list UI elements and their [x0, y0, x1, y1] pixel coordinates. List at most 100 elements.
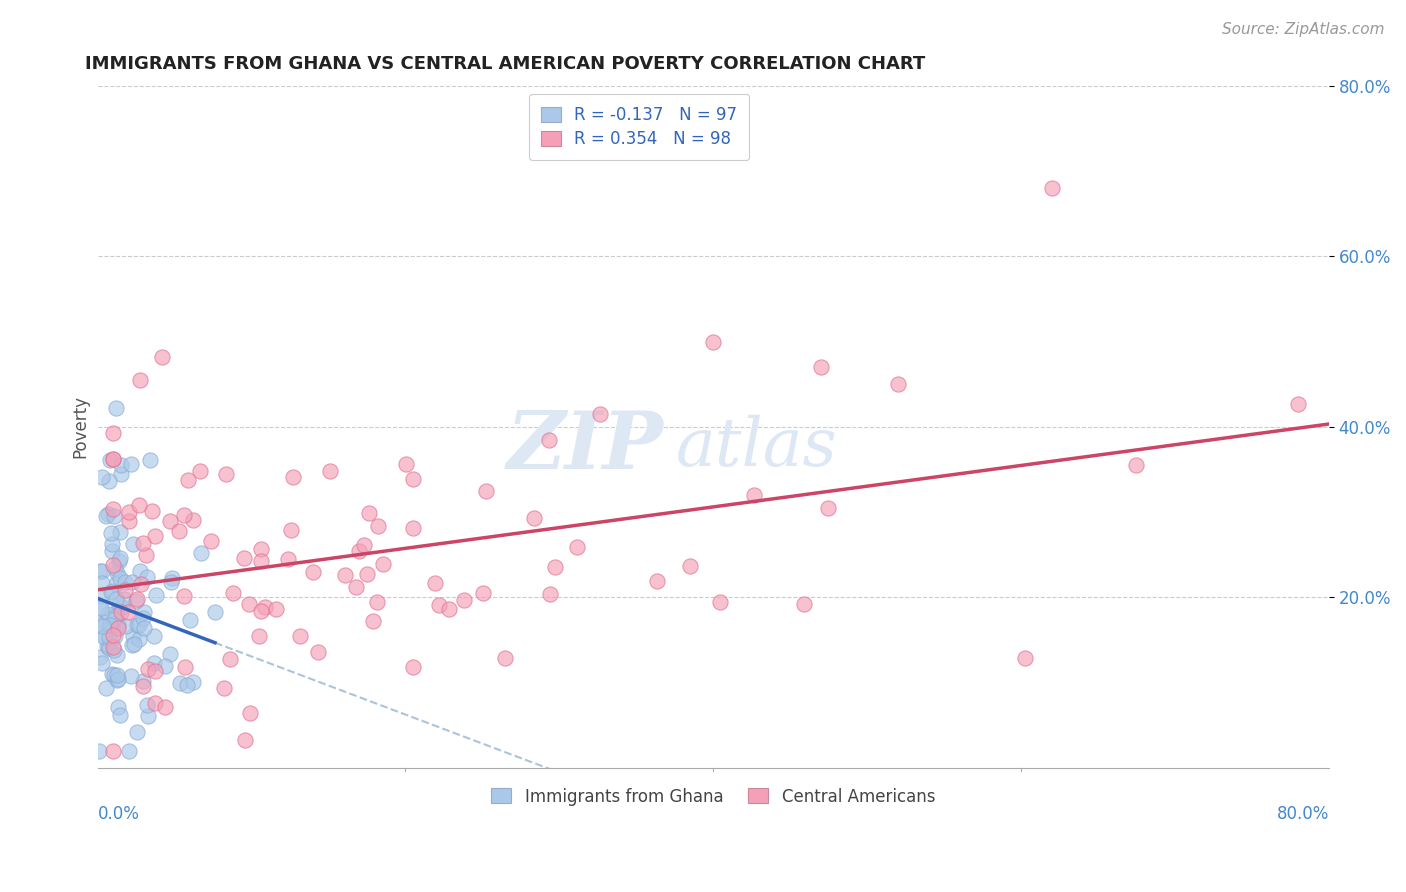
Point — [101, 667, 124, 681]
Point — [167, 524, 190, 538]
Point — [142, 656, 165, 670]
Text: ZIP: ZIP — [508, 409, 664, 486]
Point — [98, 453, 121, 467]
Text: 80.0%: 80.0% — [1277, 805, 1329, 823]
Point — [523, 511, 546, 525]
Point — [176, 678, 198, 692]
Point — [589, 407, 612, 421]
Point — [101, 426, 124, 441]
Point — [117, 744, 139, 758]
Point — [173, 508, 195, 522]
Point — [453, 592, 475, 607]
Point — [120, 457, 142, 471]
Point — [107, 673, 129, 687]
Point — [277, 552, 299, 566]
Point — [107, 621, 129, 635]
Point — [100, 525, 122, 540]
Point — [347, 544, 370, 558]
Point — [280, 523, 302, 537]
Point — [90, 564, 112, 578]
Point — [107, 699, 129, 714]
Point — [215, 467, 238, 482]
Point — [887, 377, 910, 392]
Point — [135, 698, 157, 712]
Point — [129, 576, 152, 591]
Point — [143, 628, 166, 642]
Point — [219, 651, 242, 665]
Point — [108, 554, 131, 568]
Point — [235, 733, 257, 747]
Point — [250, 541, 273, 556]
Point — [105, 673, 128, 687]
Point — [101, 558, 124, 572]
Point — [159, 514, 181, 528]
Point — [97, 630, 120, 644]
Point — [366, 595, 388, 609]
Point — [353, 538, 375, 552]
Point — [544, 559, 567, 574]
Point — [139, 453, 162, 467]
Point — [101, 452, 124, 467]
Point — [567, 540, 589, 554]
Point — [233, 550, 256, 565]
Point — [98, 639, 121, 653]
Point — [188, 464, 211, 478]
Point — [363, 615, 385, 629]
Point — [97, 474, 120, 488]
Point — [190, 546, 212, 560]
Point — [103, 668, 125, 682]
Legend: Immigrants from Ghana, Central Americans: Immigrants from Ghana, Central Americans — [482, 780, 943, 814]
Point — [101, 628, 124, 642]
Point — [101, 744, 124, 758]
Point — [307, 645, 329, 659]
Point — [145, 588, 167, 602]
Point — [253, 600, 276, 615]
Point — [93, 629, 115, 643]
Point — [141, 504, 163, 518]
Point — [108, 598, 131, 612]
Point — [131, 673, 153, 688]
Point — [212, 681, 235, 696]
Point — [169, 676, 191, 690]
Point — [423, 576, 446, 591]
Point — [107, 617, 129, 632]
Y-axis label: Poverty: Poverty — [72, 395, 89, 458]
Point — [97, 641, 120, 656]
Point — [91, 576, 114, 591]
Point — [357, 506, 380, 520]
Point — [111, 599, 134, 614]
Point — [1040, 181, 1063, 195]
Point — [153, 659, 176, 673]
Point — [128, 373, 150, 387]
Point — [96, 639, 118, 653]
Point — [105, 566, 128, 580]
Point — [394, 458, 416, 472]
Point — [134, 605, 156, 619]
Point — [105, 648, 128, 662]
Point — [427, 598, 450, 612]
Point — [90, 601, 112, 615]
Point — [122, 537, 145, 551]
Point — [344, 580, 367, 594]
Point — [125, 617, 148, 632]
Point — [89, 589, 111, 603]
Point — [132, 679, 155, 693]
Point — [101, 537, 124, 551]
Point — [181, 513, 204, 527]
Point — [94, 615, 117, 629]
Point — [101, 501, 124, 516]
Point — [128, 632, 150, 646]
Point — [1125, 458, 1147, 472]
Point — [250, 604, 273, 618]
Point — [136, 708, 159, 723]
Point — [238, 597, 260, 611]
Point — [114, 619, 136, 633]
Point — [127, 591, 149, 606]
Point — [249, 554, 271, 568]
Point — [104, 592, 127, 607]
Point — [121, 629, 143, 643]
Point — [100, 585, 122, 599]
Point — [118, 514, 141, 528]
Text: 0.0%: 0.0% — [97, 805, 139, 823]
Point — [173, 590, 195, 604]
